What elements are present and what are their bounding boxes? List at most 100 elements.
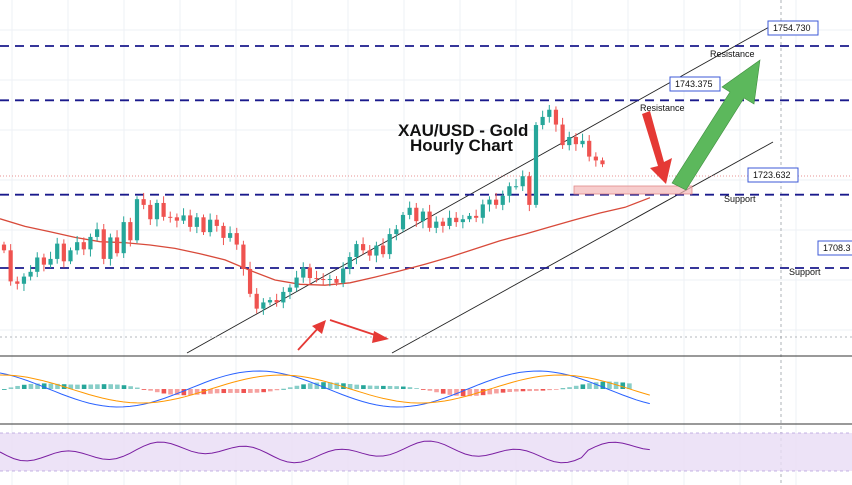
red-up-arrow-shaft (297, 325, 321, 351)
price-label-0: 1754.730 (773, 23, 811, 33)
macd-bar-11 (75, 384, 80, 389)
macd-bar-24 (161, 389, 167, 394)
candle-48 (321, 273, 326, 285)
candle-61 (407, 201, 412, 220)
macd-bar-21 (141, 389, 147, 390)
macd-bar-2 (15, 385, 20, 389)
candle-9 (61, 239, 66, 268)
candle-83 (553, 106, 559, 132)
candle-74 (494, 192, 499, 209)
level-price-labels: 1754.730 1743.375 1723.632 1708.3 Resistance… (640, 20, 852, 277)
candle-27 (181, 208, 186, 225)
macd-line (0, 370, 650, 408)
macd-bar-18 (121, 385, 127, 389)
macd-bar-51 (341, 383, 346, 389)
macd-bar-3 (21, 384, 27, 389)
macd-bar-94 (627, 383, 632, 389)
macd-bar-58 (387, 385, 393, 389)
macd-bar-67 (447, 389, 453, 395)
candle-21 (141, 192, 146, 210)
candlesticks (1, 104, 605, 315)
candle-75 (500, 190, 505, 211)
macd-bar-32 (214, 389, 220, 394)
price-label-3: 1708.3 (823, 243, 851, 253)
candle-43 (287, 284, 293, 300)
macd-bar-4 (28, 383, 34, 389)
green-up-arrow (671, 59, 761, 191)
macd-bar-70 (467, 389, 473, 397)
channel-lower-line (391, 141, 774, 354)
macd-bar-61 (407, 387, 413, 389)
macd-bar-84 (560, 388, 566, 390)
red-down-arrow (642, 111, 672, 184)
candle-56 (374, 241, 379, 263)
macd-bar-81 (540, 389, 546, 391)
macd-bar-6 (41, 383, 47, 389)
zone-label-1: Resistance (640, 103, 685, 113)
candle-84 (560, 117, 565, 149)
macd-bar-55 (367, 385, 373, 389)
candle-71 (474, 209, 479, 223)
macd-bar-33 (221, 389, 227, 394)
price-pane: 1754.730 1743.375 1723.632 1708.3 Resistance… (0, 20, 852, 354)
macd-bar-54 (361, 385, 366, 389)
candle-54 (361, 237, 366, 255)
candle-89 (593, 152, 598, 167)
candle-49 (327, 274, 332, 287)
candle-4 (28, 265, 33, 281)
macd-bar-39 (261, 389, 266, 393)
candle-55 (367, 245, 372, 261)
candle-14 (95, 222, 100, 241)
macd-bar-5 (35, 383, 40, 389)
macd-bar-40 (268, 389, 273, 392)
candle-1 (8, 244, 13, 286)
macd-signal-line (0, 374, 650, 404)
candle-53 (354, 240, 359, 265)
macd-bar-25 (168, 389, 173, 395)
macd-bar-93 (620, 382, 626, 389)
price-label-box-1 (669, 76, 721, 92)
candle-7 (48, 251, 53, 268)
candle-78 (520, 170, 525, 192)
candle-39 (261, 298, 266, 315)
candle-6 (41, 253, 46, 272)
macd-bar-15 (101, 384, 107, 389)
candle-5 (35, 252, 40, 278)
price-label-box-3 (817, 240, 852, 256)
candle-82 (547, 104, 552, 123)
macd-bar-88 (587, 383, 592, 389)
candle-3 (21, 273, 27, 291)
rsi-pane (0, 432, 852, 472)
candle-70 (467, 213, 472, 223)
macd-bar-83 (553, 389, 559, 390)
candle-85 (567, 131, 572, 151)
candle-60 (400, 212, 406, 233)
candle-79 (527, 171, 532, 212)
macd-bar-90 (600, 381, 606, 389)
macd-bar-36 (241, 389, 246, 393)
candle-37 (247, 261, 253, 298)
macd-bar-79 (527, 389, 532, 392)
candle-16 (108, 233, 113, 266)
macd-bar-52 (347, 383, 353, 389)
candle-41 (274, 293, 279, 307)
candle-50 (334, 276, 339, 286)
candle-38 (254, 288, 259, 314)
macd-bar-46 (307, 383, 313, 389)
macd-bar-78 (520, 389, 526, 392)
candle-13 (88, 233, 93, 257)
candle-25 (168, 211, 173, 223)
red-small-arrow-shaft (329, 319, 379, 337)
price-label-2: 1723.632 (753, 170, 791, 180)
price-label-box-0 (767, 20, 819, 36)
macd-bar-49 (327, 382, 333, 389)
macd-bar-28 (188, 389, 193, 396)
macd-bar-19 (128, 386, 133, 389)
candle-20 (134, 196, 140, 244)
red-up-arrow-head (312, 320, 326, 334)
candle-0 (1, 241, 7, 254)
candle-59 (394, 224, 399, 241)
macd-bar-59 (394, 386, 399, 389)
